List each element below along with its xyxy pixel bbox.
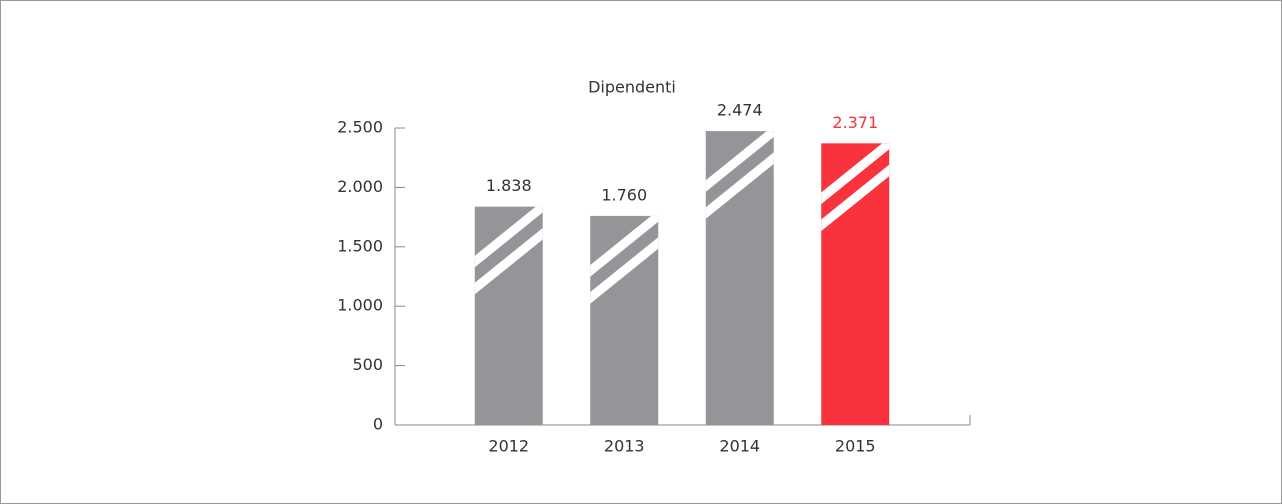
bar-stripe	[705, 131, 774, 192]
y-tick-label: 500	[352, 355, 383, 374]
y-tick-label: 2.500	[337, 118, 383, 137]
chart-title: Dipendenti	[588, 78, 676, 97]
bar-stripe	[821, 143, 890, 205]
y-tick-label: 1.500	[337, 236, 383, 255]
x-tick-label: 2014	[719, 437, 760, 456]
x-tick-label: 2012	[488, 437, 529, 456]
x-tick-label: 2015	[835, 437, 876, 456]
y-tick-label: 0	[373, 415, 383, 434]
value-label: 2.474	[717, 101, 763, 120]
x-tick-label: 2013	[604, 437, 645, 456]
bar-stripe	[474, 206, 543, 268]
value-label: 2.371	[832, 113, 878, 132]
bar-stripe	[705, 152, 774, 219]
y-tick-label: 1.000	[337, 296, 383, 315]
value-label: 1.838	[486, 176, 532, 195]
bar-stripe	[474, 227, 543, 295]
bar-stripe	[590, 215, 659, 277]
bar-stripe	[821, 164, 890, 232]
y-tick-label: 2.000	[337, 177, 383, 196]
bar-stripe	[590, 237, 659, 304]
value-label: 1.760	[601, 185, 647, 204]
